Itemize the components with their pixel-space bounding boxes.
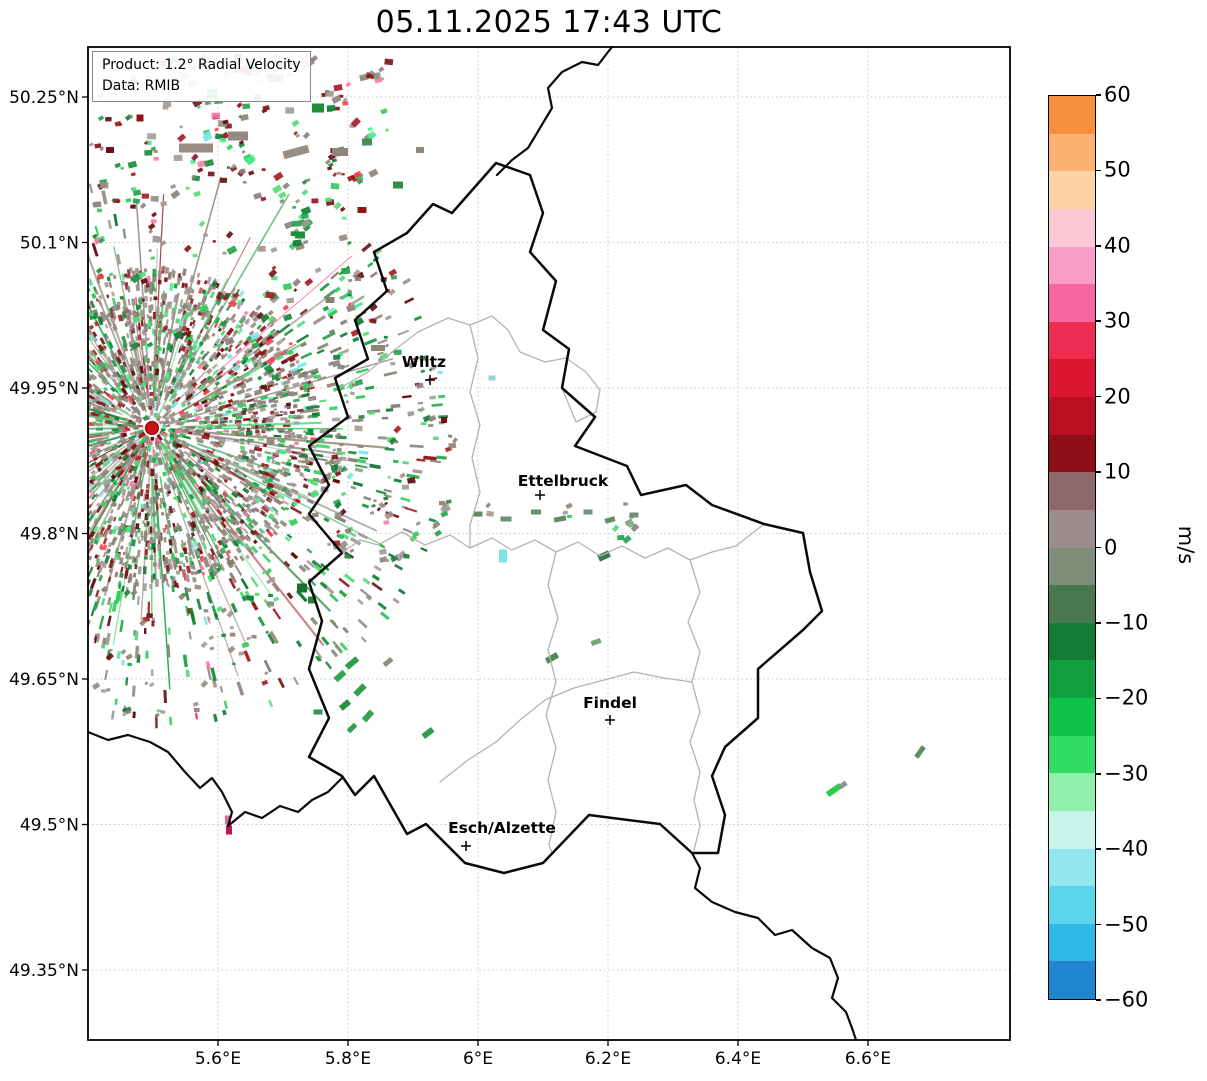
neighbor-country-border: [690, 851, 858, 1040]
colorbar-segment: [1049, 284, 1095, 322]
radar-echo-layer: [88, 52, 926, 835]
y-tick-label: 50.25°N: [9, 88, 79, 108]
colorbar-segment: [1049, 547, 1095, 586]
city-cross-icon: [605, 715, 615, 725]
y-tick-label: 50.1°N: [20, 234, 79, 254]
colorbar-tick-label: 40: [1104, 233, 1131, 258]
product-info-box: Product: 1.2° Radial Velocity Data: RMIB: [92, 51, 311, 102]
x-tick-label: 6.4°E: [715, 1049, 761, 1069]
y-tick-label: 49.5°N: [20, 816, 79, 836]
colorbar-tick-label: −30: [1104, 761, 1149, 786]
district-border: [339, 315, 601, 423]
colorbar-segment: [1049, 321, 1095, 360]
colorbar-tick: [1096, 546, 1101, 549]
data-source-line: Data: RMIB: [102, 78, 181, 94]
city-label: Findel: [583, 694, 637, 712]
y-tick-label: 49.95°N: [9, 379, 79, 399]
city-cross-icon: [425, 375, 435, 385]
district-border: [545, 551, 559, 854]
colorbar-tick: [1096, 999, 1101, 1001]
colorbar-segment: [1049, 96, 1095, 134]
colorbar-unit-label: m/s: [1174, 525, 1198, 565]
neighbor-country-border: [495, 47, 614, 177]
colorbar-tick-label: −50: [1104, 912, 1149, 937]
colorbar-segment: [1049, 472, 1095, 510]
colorbar-segment: [1049, 585, 1095, 623]
colorbar-tick: [1096, 772, 1101, 775]
colorbar-segment: [1049, 208, 1095, 247]
colorbar-segment: [1049, 246, 1095, 285]
colorbar-tick-label: −20: [1104, 685, 1149, 710]
borders-layer: [88, 47, 858, 1040]
colorbar-tick: [1096, 697, 1101, 700]
colorbar-segment: [1049, 359, 1095, 397]
y-tick-label: 49.35°N: [9, 961, 79, 981]
x-tick-label: 5.8°E: [325, 1049, 371, 1069]
colorbar-tick: [1096, 471, 1101, 473]
colorbar-tick: [1096, 923, 1101, 926]
colorbar-tick: [1096, 169, 1101, 172]
colorbar-segment: [1049, 171, 1095, 209]
product-line: Product: 1.2° Radial Velocity: [102, 57, 301, 73]
colorbar-segment: [1049, 698, 1095, 736]
colorbar-segment: [1049, 133, 1095, 172]
colorbar-tick: [1096, 622, 1101, 624]
colorbar-tick: [1096, 245, 1101, 247]
colorbar-segment: [1049, 735, 1095, 774]
district-border: [687, 559, 701, 851]
colorbar-tick-label: 20: [1104, 384, 1131, 409]
city-label: Ettelbruck: [518, 472, 609, 490]
colorbar-tick-label: 10: [1104, 459, 1131, 484]
axis-ticks: 5.6°E 5.8°E 6°E 6.2°E 6.4°E 6.6°E 50.25°N 50.1°…: [9, 88, 891, 1069]
colorbar-tick: [1096, 94, 1101, 96]
y-tick-label: 49.65°N: [9, 670, 79, 690]
district-border: [341, 523, 765, 561]
city-label: Esch/Alzette: [448, 819, 556, 837]
colorbar: [1048, 95, 1096, 1000]
city-label: Wiltz: [402, 353, 446, 371]
colorbar-tick-label: −60: [1104, 987, 1149, 1012]
luxembourg-border: [307, 161, 824, 875]
colorbar-tick-label: −40: [1104, 836, 1149, 861]
colorbar-tick: [1096, 395, 1101, 398]
colorbar-segment: [1049, 660, 1095, 698]
colorbar-segment: [1049, 773, 1095, 811]
page-title: 05.11.2025 17:43 UTC: [375, 5, 723, 40]
plot-frame: [87, 46, 1011, 1041]
x-tick-label: 5.6°E: [195, 1049, 241, 1069]
colorbar-tick: [1096, 848, 1101, 850]
city-cross-icon: [461, 841, 471, 851]
colorbar-tick-label: 50: [1104, 157, 1131, 182]
colorbar-segment: [1049, 397, 1095, 435]
colorbar-segment: [1049, 923, 1095, 962]
colorbar-segment: [1049, 848, 1095, 887]
neighbor-country-border: [88, 730, 344, 828]
district-border: [439, 671, 693, 783]
colorbar-segment: [1049, 886, 1095, 924]
city-markers: Wiltz Ettelbruck Findel Esch/Alzette: [402, 353, 637, 851]
colorbar-tick: [1096, 320, 1101, 323]
colorbar-tick-label: 60: [1104, 82, 1131, 107]
district-border: [469, 324, 481, 549]
x-tick-label: 6.2°E: [585, 1049, 631, 1069]
y-tick-label: 49.8°N: [20, 525, 79, 545]
colorbar-segment: [1049, 509, 1095, 548]
colorbar-segment: [1049, 810, 1095, 849]
colorbar-tick-label: 0: [1104, 535, 1118, 560]
city-cross-icon: [535, 490, 545, 500]
x-tick-label: 6°E: [463, 1049, 493, 1069]
colorbar-segment: [1049, 622, 1095, 661]
colorbar-segment: [1049, 961, 1095, 999]
colorbar-tick-label: −10: [1104, 610, 1149, 635]
x-tick-label: 6.6°E: [845, 1049, 891, 1069]
colorbar-tick-label: 30: [1104, 308, 1131, 333]
radar-site-marker: [143, 419, 161, 437]
colorbar-segment: [1049, 434, 1095, 473]
